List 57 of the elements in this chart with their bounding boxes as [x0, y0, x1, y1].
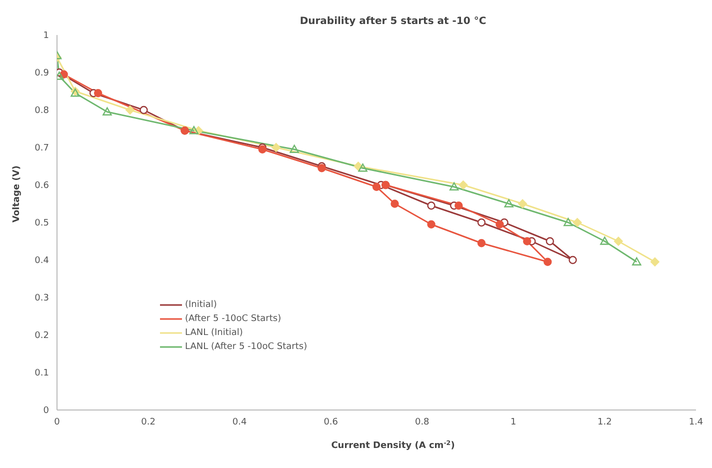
point	[427, 220, 436, 228]
x-tick-label: 0.6	[324, 417, 338, 428]
point	[140, 106, 148, 114]
legend-label: (Initial)	[185, 300, 217, 310]
point	[568, 256, 577, 264]
point	[504, 199, 514, 208]
point	[600, 236, 610, 245]
point	[189, 126, 199, 134]
point	[546, 237, 554, 246]
x-tick-label: 1	[510, 417, 516, 428]
y-tick-label: 0.5	[34, 218, 49, 229]
point	[614, 236, 623, 246]
y-tick-label: 0.9	[34, 68, 50, 79]
y-tick-label: 0.1	[34, 368, 49, 379]
point	[272, 143, 281, 152]
x-tick-label: 0.8	[414, 417, 430, 428]
point	[358, 164, 368, 172]
point	[427, 202, 436, 210]
point	[126, 106, 135, 114]
legend-label: (After 5 -10oC Starts)	[185, 314, 282, 324]
y-tick-label: 1	[43, 31, 49, 42]
point	[477, 218, 486, 227]
y-tick-label: 0.8	[34, 106, 50, 116]
point	[544, 258, 552, 266]
x-axis-title: Current Density (A cm$^{-2}$)	[331, 440, 455, 451]
point	[449, 182, 459, 190]
point	[572, 218, 582, 227]
chart-title: Durability after 5 starts at -10 °C	[300, 16, 486, 27]
y-tick-label: 0	[43, 406, 50, 416]
x-tick-label: 0	[54, 417, 60, 428]
point	[632, 257, 642, 266]
point	[496, 220, 504, 228]
point	[458, 180, 468, 190]
y-tick-label: 0.7	[34, 144, 49, 154]
y-axis-title: Voltage (V)	[12, 166, 22, 222]
point	[518, 199, 528, 208]
y-tick-label: 0.2	[34, 331, 49, 342]
point	[564, 218, 573, 226]
x-tick-label: 1.2	[598, 417, 612, 428]
point	[354, 162, 363, 171]
point	[454, 202, 463, 210]
y-tick-label: 0.3	[34, 294, 49, 304]
y-tick-label: 0.6	[34, 181, 50, 192]
x-tick-label: 0.2	[141, 417, 156, 428]
legend-label: LANL (Initial)	[185, 328, 243, 338]
point	[102, 107, 112, 116]
point	[290, 144, 299, 153]
point	[650, 257, 660, 266]
point	[523, 237, 532, 246]
x-tick-label: 0.4	[232, 417, 247, 428]
x-tick-label: 1.4	[688, 417, 704, 428]
point	[390, 200, 399, 208]
legend-label: LANL (After 5 -10oC Starts)	[185, 342, 308, 352]
y-tick-label: 0.4	[34, 256, 50, 266]
point	[372, 182, 381, 191]
point	[94, 89, 102, 98]
point	[477, 239, 486, 248]
